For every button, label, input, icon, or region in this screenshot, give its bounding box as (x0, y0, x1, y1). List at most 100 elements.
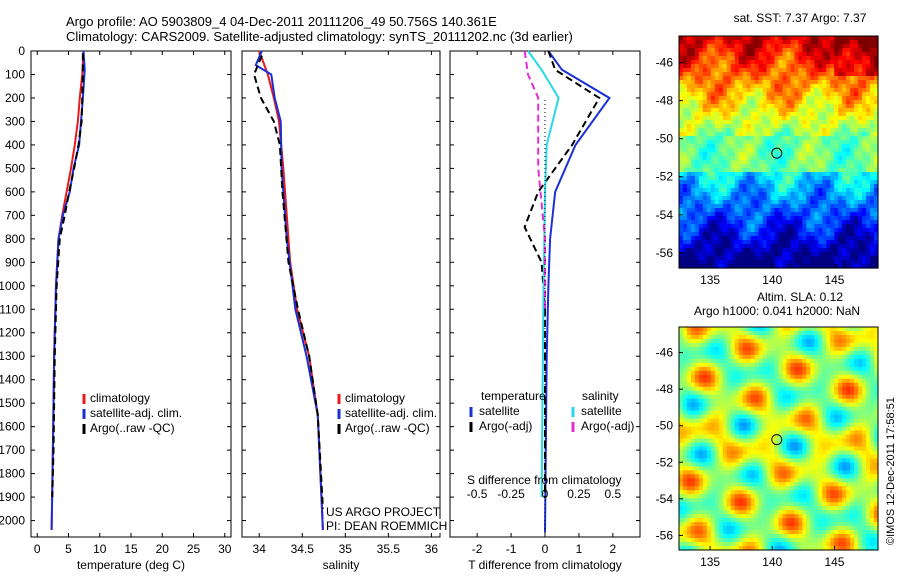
sst-cell (682, 212, 688, 217)
sla-cell (858, 342, 863, 348)
sst-cell (698, 264, 704, 269)
sla-cell (730, 426, 736, 432)
sla-cell (738, 330, 744, 336)
sst-cell (702, 56, 708, 61)
sla-cell (866, 330, 871, 336)
sst-cell (826, 212, 831, 217)
sst-cell (782, 36, 788, 41)
sla-cell (822, 390, 827, 396)
sla-cell (742, 434, 748, 440)
sst-cell (698, 116, 704, 121)
sst-cell (814, 88, 819, 93)
sla-cell (734, 422, 740, 428)
sst-cell (694, 216, 700, 221)
sla-cell (778, 410, 784, 416)
sst-cell (866, 152, 871, 157)
sst-cell (838, 220, 843, 225)
y-tick-label: 1600 (0, 420, 25, 434)
sst-cell (822, 156, 827, 161)
sst-cell (706, 228, 712, 233)
sla-cell (786, 378, 792, 384)
sla-cell (842, 327, 847, 332)
sst-cell (838, 48, 843, 53)
sst-cell (762, 168, 768, 173)
sla-cell (834, 330, 839, 336)
sst-cell (810, 248, 815, 253)
sst-cell (870, 192, 875, 197)
sst-cell (778, 264, 784, 269)
sst-cell (850, 248, 855, 253)
sla-cell (870, 410, 875, 416)
sst-cell (714, 76, 720, 81)
sla-cell (794, 382, 799, 388)
sst-cell (810, 224, 815, 229)
sla-cell (874, 394, 879, 400)
sla-cell (822, 382, 827, 388)
sst-cell (774, 228, 780, 233)
sst-cell (806, 104, 811, 109)
sst-cell (714, 252, 720, 257)
sst-cell (822, 108, 827, 113)
sst-cell (850, 96, 855, 101)
sst-cell (750, 236, 756, 241)
sla-cell (806, 410, 811, 416)
sst-cell (702, 240, 708, 245)
sla-cell (690, 334, 696, 340)
sla-cell (838, 394, 843, 400)
sla-cell (682, 442, 688, 448)
sst-cell (790, 128, 796, 133)
sst-cell (830, 80, 835, 85)
sst-cell (842, 144, 847, 149)
sst-cell (686, 184, 692, 189)
sla-cell (718, 398, 724, 404)
sla-cell (874, 338, 879, 344)
sla-cell (790, 414, 796, 420)
sla-cell (814, 426, 819, 432)
sst-cell (834, 240, 839, 245)
sst-cell (734, 56, 740, 61)
sla-cell (738, 466, 744, 471)
sst-cell (786, 256, 792, 261)
sla-cell (818, 382, 823, 388)
sst-cell (718, 240, 724, 245)
sst-cell (690, 112, 696, 117)
sla-cell (794, 414, 799, 420)
sla-cell (750, 350, 756, 356)
sst-cell (742, 92, 748, 97)
sla-cell (746, 446, 752, 452)
sla-cell (690, 446, 696, 452)
sst-cell (766, 108, 772, 113)
sst-cell (802, 180, 807, 185)
sst-cell (698, 120, 704, 125)
sst-cell (770, 40, 776, 45)
sst-cell (862, 76, 867, 81)
sla-cell (834, 406, 839, 412)
sst-cell (846, 144, 851, 149)
sst-cell (786, 184, 792, 189)
sla-cell (746, 394, 752, 400)
sst-cell (790, 136, 796, 141)
sst-cell (758, 192, 764, 197)
sla-cell (766, 346, 772, 352)
sst-cell (850, 260, 855, 265)
sla-cell (746, 342, 752, 348)
sla-cell (746, 354, 752, 360)
sst-cell (770, 100, 776, 105)
sla-cell (690, 462, 696, 467)
sst-cell (798, 256, 803, 261)
sst-cell (874, 152, 879, 157)
sst-cell (702, 92, 708, 97)
sst-cell (706, 204, 712, 209)
sst-cell (814, 152, 819, 157)
sst-cell (850, 160, 855, 165)
sst-cell (814, 248, 819, 253)
sla-cell (686, 462, 692, 467)
sst-cell (742, 80, 748, 85)
sla-cell (870, 378, 875, 384)
sst-cell (702, 180, 708, 185)
sst-cell (838, 256, 843, 261)
sst-cell (834, 124, 839, 129)
sla-cell (679, 462, 684, 467)
sst-cell (742, 56, 748, 61)
sla-cell (838, 434, 843, 440)
